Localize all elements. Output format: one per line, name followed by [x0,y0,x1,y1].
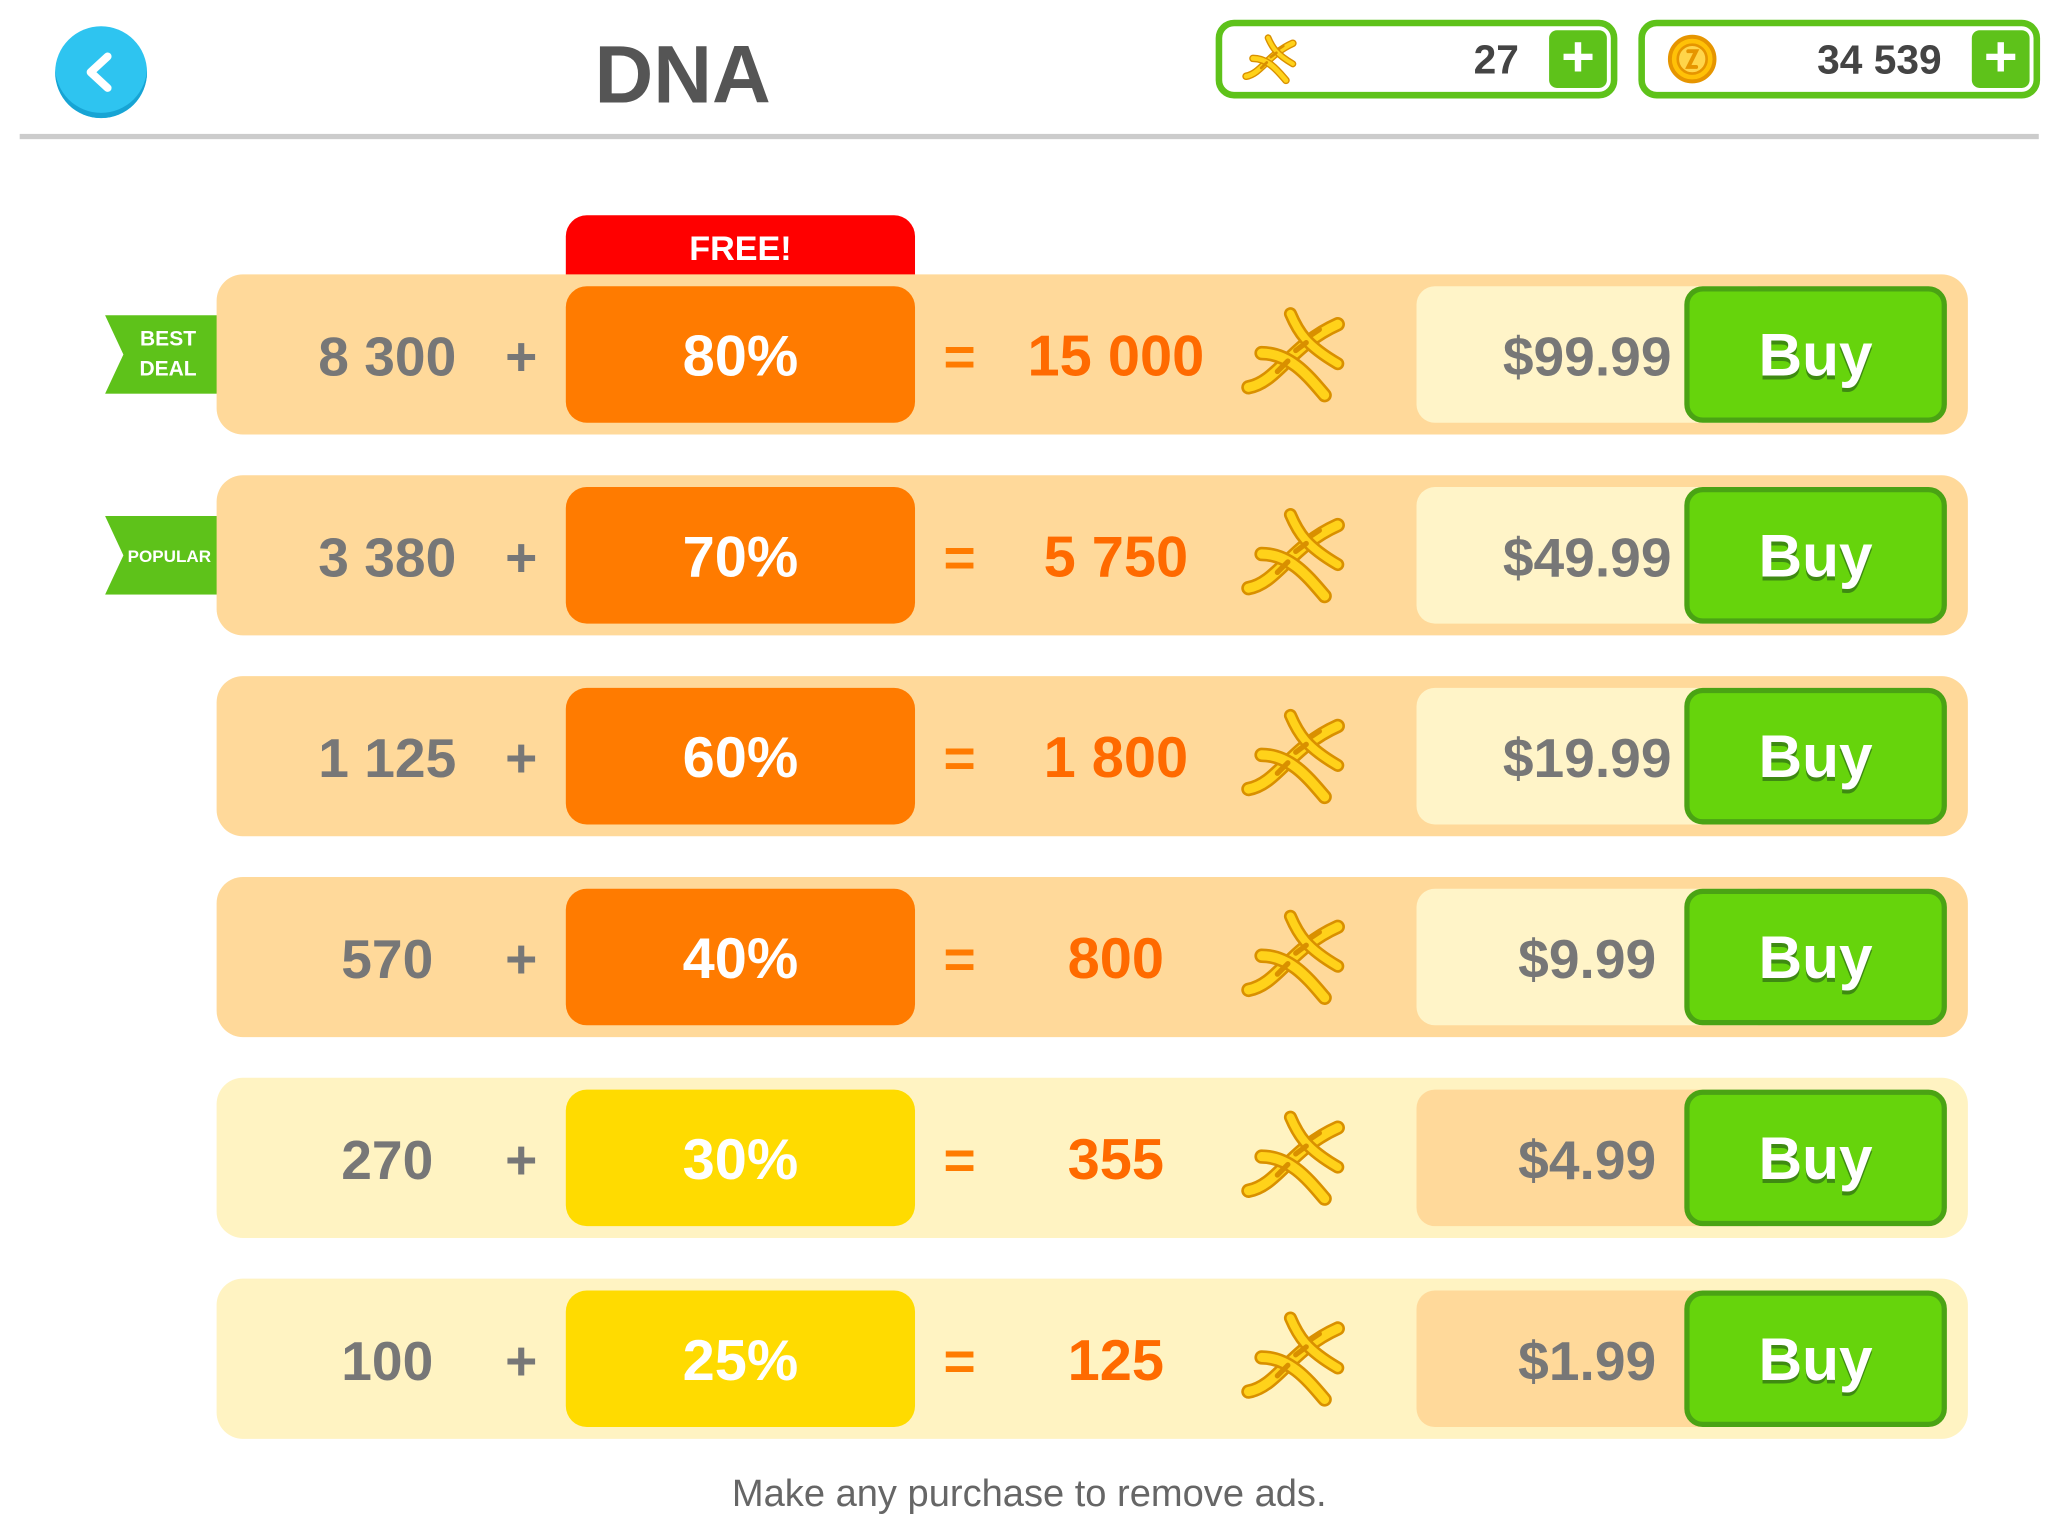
header-divider [19,133,2039,140]
offer-bonus-percent: 70% [565,487,916,624]
coin-balance-panel: 34 539 + [1638,19,2041,99]
buy-button[interactable]: Buy [1684,1290,1947,1428]
dna-icon [1241,33,1299,86]
offer-plus-sign: + [505,526,538,589]
offer-total-amount: 800 [1067,926,1165,992]
buy-button[interactable]: Buy [1684,286,1947,423]
offer-bonus-percent: 40% [565,888,916,1026]
offer-row: 100 + 25% = 125 $1.99 Buy [216,1278,1968,1439]
offer-row: 8 300 + 80% = 15 000 $99.99 Buy [216,274,1968,435]
offer-base-amount: 100 [341,1329,434,1392]
offer-equals-sign: = [943,1329,976,1392]
dna-icon [1238,306,1348,403]
offer-total-amount: 125 [1067,1328,1165,1393]
offer-plus-sign: + [505,1329,538,1392]
buy-button[interactable]: Buy [1684,888,1947,1026]
offer-plus-sign: + [505,727,538,789]
offer-equals-sign: = [943,727,976,789]
offer-base-amount: 1 125 [318,727,457,789]
offer-row: 570 + 40% = 800 $9.99 Buy [216,876,1968,1038]
buy-button[interactable]: Buy [1684,1089,1947,1227]
offer-row: 3 380 + 70% = 5 750 $49.99 Buy [216,475,1968,636]
popular-badge: POPULAR [105,515,218,595]
add-coins-button[interactable]: + [1971,28,2030,88]
buy-button[interactable]: Buy [1684,487,1947,624]
offer-base-amount: 570 [341,928,434,990]
add-dna-button[interactable]: + [1549,28,1607,88]
dna-icon [1238,1310,1348,1407]
offer-equals-sign: = [943,928,976,990]
offer-row: 1 125 + 60% = 1 800 $19.99 Buy [216,676,1968,837]
offer-plus-sign: + [505,1129,538,1191]
offer-row: 270 + 30% = 355 $4.99 Buy [216,1077,1968,1238]
buy-button[interactable]: Buy [1684,687,1947,825]
page-title: DNA [594,30,771,121]
offer-bonus-percent: 25% [565,1290,916,1428]
offer-equals-sign: = [943,1129,976,1191]
dna-icon [1238,708,1348,805]
coin-balance-value: 34 539 [1817,36,1942,83]
best-deal-badge: BEST DEAL [105,315,218,394]
offer-total-amount: 1 800 [1043,725,1189,791]
offer-equals-sign: = [943,526,976,589]
offer-base-amount: 3 380 [318,526,457,589]
offer-bonus-percent: 60% [565,687,916,825]
remove-ads-note: Make any purchase to remove ads. [731,1472,1327,1515]
free-bonus-tab: FREE! [565,215,916,278]
back-button[interactable] [55,26,148,119]
dna-balance-panel: 27 + [1215,19,1618,99]
offer-plus-sign: + [505,928,538,990]
coin-icon [1667,34,1717,84]
offer-equals-sign: = [943,325,976,388]
chevron-left-icon [86,52,112,92]
dna-balance-value: 27 [1473,36,1519,83]
offer-plus-sign: + [505,325,538,388]
offer-base-amount: 8 300 [318,325,457,388]
dna-icon [1238,507,1348,604]
dna-icon [1238,908,1348,1005]
offer-total-amount: 355 [1067,1127,1165,1193]
dna-icon [1238,1109,1348,1206]
offer-base-amount: 270 [341,1129,434,1191]
offer-total-amount: 5 750 [1043,525,1189,590]
offer-total-amount: 15 000 [1027,324,1205,389]
offer-bonus-percent: 80% [565,286,916,423]
offer-bonus-percent: 30% [565,1089,916,1227]
